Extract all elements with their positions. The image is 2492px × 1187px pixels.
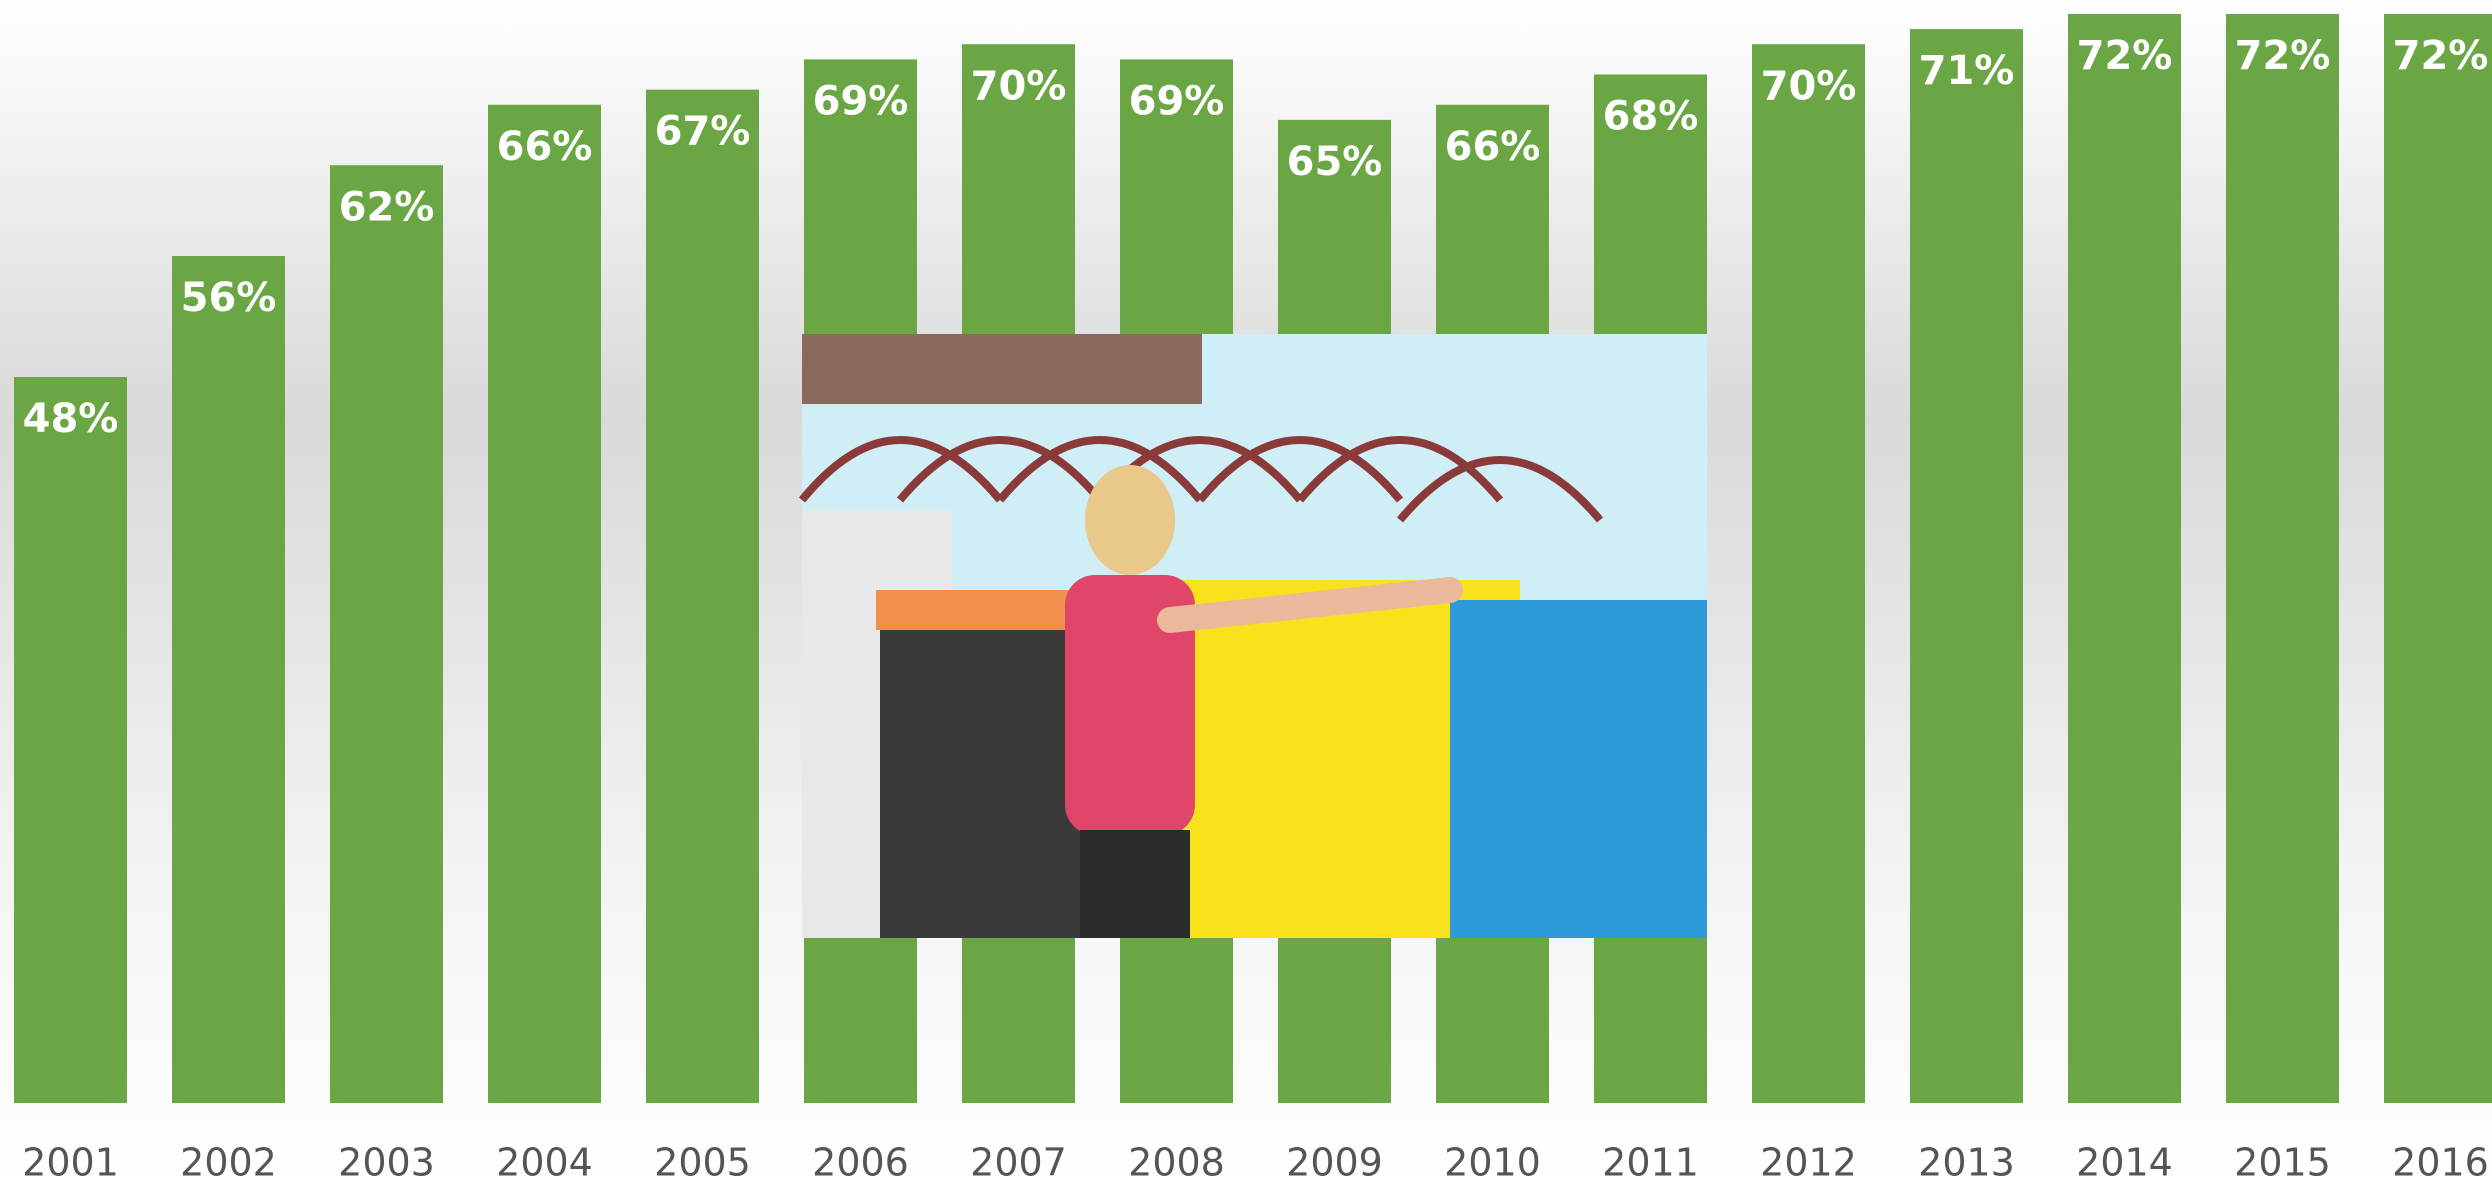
- year-label: 2001: [22, 1141, 119, 1185]
- bar: [2068, 14, 2181, 1103]
- year-label: 2013: [1918, 1141, 2015, 1185]
- year-label: 2015: [2234, 1141, 2331, 1185]
- year-label: 2009: [1286, 1141, 1383, 1185]
- value-label: 62%: [339, 184, 435, 230]
- year-label: 2008: [1128, 1141, 1225, 1185]
- year-label: 2005: [654, 1141, 751, 1185]
- value-label: 72%: [2077, 33, 2173, 79]
- bar: [1752, 44, 1865, 1103]
- value-label: 69%: [1129, 78, 1225, 124]
- value-label: 69%: [813, 78, 909, 124]
- value-label: 68%: [1603, 94, 1699, 140]
- page: 2001 48% 2002 56% 2003 62% 2004 66% 2005 67% 2006 6…: [0, 0, 2492, 1187]
- year-label: 2007: [970, 1141, 1067, 1185]
- bar: [14, 377, 127, 1103]
- chart: 2001 48% 2002 56% 2003 62% 2004 66% 2005 67% 2006 6…: [0, 0, 2492, 1187]
- bar: [172, 256, 285, 1103]
- value-label: 56%: [181, 275, 277, 321]
- bar: [1910, 29, 2023, 1103]
- bar: [2384, 14, 2492, 1103]
- value-label: 72%: [2393, 33, 2489, 79]
- value-label: 48%: [23, 396, 119, 442]
- value-label: 70%: [971, 63, 1067, 109]
- value-label: 71%: [1919, 48, 2015, 94]
- year-label: 2003: [338, 1141, 435, 1185]
- year-label: 2010: [1444, 1141, 1541, 1185]
- bar: [646, 90, 759, 1103]
- year-label: 2016: [2392, 1141, 2489, 1185]
- value-label: 66%: [497, 124, 593, 170]
- year-label: 2012: [1760, 1141, 1857, 1185]
- value-label: 65%: [1287, 139, 1383, 185]
- bar: [2226, 14, 2339, 1103]
- year-label: 2006: [812, 1141, 909, 1185]
- photo: [802, 334, 1707, 938]
- year-label: 2002: [180, 1141, 277, 1185]
- year-label: 2014: [2076, 1141, 2173, 1185]
- year-label: 2004: [496, 1141, 593, 1185]
- value-label: 66%: [1445, 124, 1541, 170]
- value-label: 70%: [1761, 63, 1857, 109]
- bar: [330, 165, 443, 1103]
- year-label: 2011: [1602, 1141, 1699, 1185]
- bar: [488, 105, 601, 1103]
- value-label: 72%: [2235, 33, 2331, 79]
- value-label: 67%: [655, 109, 751, 155]
